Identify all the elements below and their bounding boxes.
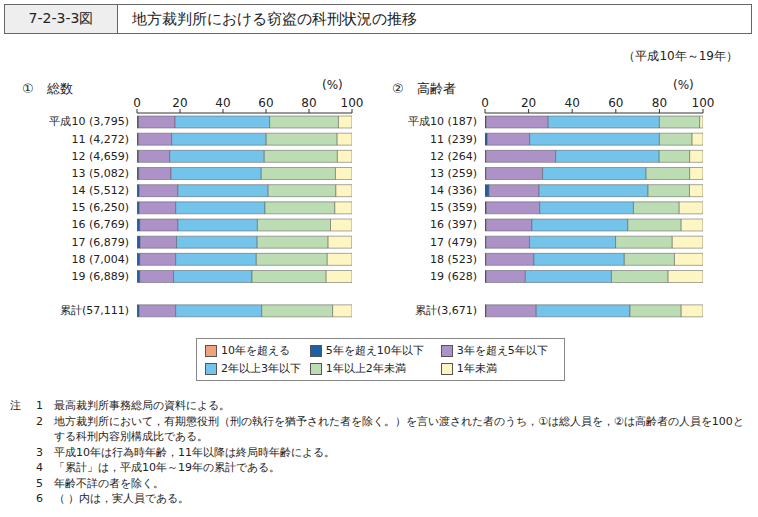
html-text:「累計」は，平成10年～19年の累計である。: 「累計」は，平成10年～19年の累計である。 bbox=[54, 461, 280, 474]
html-text:地方裁判所における窃盗の科刑状況の推移: 地方裁判所における窃盗の科刑状況の推移 bbox=[132, 9, 417, 28]
html-text:5年を超え10年以下: 5年を超え10年以下 bbox=[325, 344, 424, 357]
html-text:最高裁判所事務総局の資料による。: 最高裁判所事務総局の資料による。 bbox=[54, 399, 230, 412]
html-text:（ ）内は，実人員である。: （ ）内は，実人員である。 bbox=[54, 492, 190, 505]
svg-text:平成10 (3,795): 平成10 (3,795) bbox=[49, 115, 129, 128]
svg-text:11 (4,272): 11 (4,272) bbox=[71, 133, 129, 146]
svg-text:18 (7,004): 18 (7,004) bbox=[71, 253, 129, 266]
svg-text:19 (628): 19 (628) bbox=[430, 270, 477, 283]
svg-text:平成10 (187): 平成10 (187) bbox=[408, 115, 477, 128]
svg-text:100: 100 bbox=[692, 96, 715, 110]
svg-text:13 (259): 13 (259) bbox=[430, 167, 477, 180]
svg-text:19 (6,889): 19 (6,889) bbox=[71, 270, 129, 283]
svg-text:16 (6,769): 16 (6,769) bbox=[71, 218, 129, 231]
svg-text:12 (264): 12 (264) bbox=[430, 150, 477, 163]
html-text:2年以上3年以下: 2年以上3年以下 bbox=[221, 362, 301, 375]
svg-text:40: 40 bbox=[215, 96, 230, 110]
svg-text:12 (4,659): 12 (4,659) bbox=[71, 150, 129, 163]
svg-text:15 (6,250): 15 (6,250) bbox=[71, 201, 129, 214]
svg-text:14 (5,512): 14 (5,512) bbox=[71, 184, 129, 197]
html-text:① 総数: ① 総数 bbox=[22, 81, 73, 96]
svg-text:0: 0 bbox=[133, 96, 141, 110]
svg-text:14 (336): 14 (336) bbox=[430, 184, 477, 197]
html-text:年齢不詳の者を除く。: 年齢不詳の者を除く。 bbox=[54, 476, 164, 490]
html-text:2: 2 bbox=[36, 414, 43, 428]
svg-text:11 (239): 11 (239) bbox=[430, 133, 477, 146]
html-text:4: 4 bbox=[36, 461, 43, 474]
html-text:平成10年は行為時年齢，11年以降は終局時年齢による。: 平成10年は行為時年齢，11年以降は終局時年齢による。 bbox=[54, 445, 335, 459]
html-text:7-2-3-3図: 7-2-3-3図 bbox=[28, 10, 94, 26]
svg-text:17 (479): 17 (479) bbox=[430, 236, 477, 249]
html-text:（平成10年～19年）: （平成10年～19年） bbox=[623, 49, 738, 63]
html-text:地方裁判所において，有期懲役刑（刑の執行を猶予された者を除く: 地方裁判所において，有期懲役刑（刑の執行を猶予された者を除く。）を言い渡された者… bbox=[54, 414, 744, 443]
html-text:② 高齢者: ② 高齢者 bbox=[392, 81, 456, 96]
svg-text:17 (6,879): 17 (6,879) bbox=[71, 236, 129, 249]
svg-text:16 (397): 16 (397) bbox=[430, 218, 477, 231]
svg-text:60: 60 bbox=[258, 96, 273, 110]
html-text:3年を超え5年以下: 3年を超え5年以下 bbox=[456, 344, 548, 357]
svg-text:18 (523): 18 (523) bbox=[430, 253, 477, 266]
html-text:5: 5 bbox=[36, 476, 43, 490]
svg-text:100: 100 bbox=[341, 96, 364, 110]
html-text:1年未満: 1年未満 bbox=[456, 362, 497, 375]
svg-text:80: 80 bbox=[301, 96, 316, 110]
svg-text:累計(57,111): 累計(57,111) bbox=[60, 304, 129, 317]
svg-text:20: 20 bbox=[172, 96, 187, 110]
html-text:1: 1 bbox=[36, 399, 43, 412]
svg-text:0: 0 bbox=[481, 96, 489, 110]
svg-text:13 (5,082): 13 (5,082) bbox=[71, 167, 129, 180]
html-text:3: 3 bbox=[36, 445, 43, 459]
svg-text:60: 60 bbox=[608, 96, 623, 110]
html-text:1年以上2年未満: 1年以上2年未満 bbox=[325, 362, 406, 375]
svg-text:累計(3,671): 累計(3,671) bbox=[415, 304, 477, 317]
html-text:6: 6 bbox=[36, 492, 43, 505]
html-text:10年を超える: 10年を超える bbox=[221, 344, 290, 357]
svg-text:80: 80 bbox=[652, 96, 667, 110]
svg-text:20: 20 bbox=[521, 96, 536, 110]
svg-text:15 (359): 15 (359) bbox=[430, 201, 477, 214]
html-text:注: 注 bbox=[10, 399, 21, 412]
svg-text:40: 40 bbox=[565, 96, 580, 110]
